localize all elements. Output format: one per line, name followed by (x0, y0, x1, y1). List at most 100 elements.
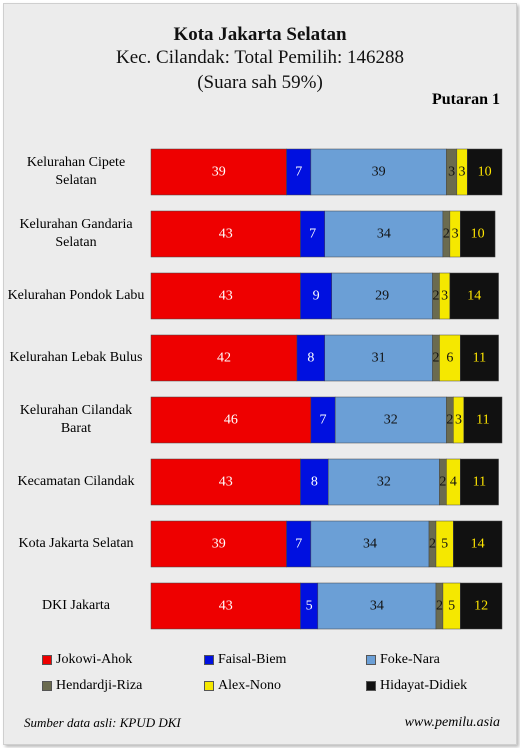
bar-segment (331, 272, 433, 320)
legend-swatch (366, 681, 376, 691)
value-label: 8 (311, 475, 318, 490)
bar-segment (317, 582, 437, 630)
category-label: Kelurahan Cipete Selatan (26, 155, 126, 188)
value-label: 4 (450, 475, 457, 490)
value-label: 43 (219, 227, 233, 242)
chart-title: Kota Jakarta Selatan (173, 24, 347, 45)
value-label: 43 (219, 599, 233, 614)
value-label: 6 (446, 351, 453, 366)
bar-segment (150, 458, 301, 506)
legend-swatch (204, 681, 214, 691)
value-label: 29 (375, 289, 389, 304)
category-label: Kecamatan Cilandak (17, 474, 135, 489)
value-label: 2 (439, 475, 446, 490)
value-label: 2 (446, 413, 453, 428)
category-label: Kelurahan Pondok Labu (7, 288, 145, 303)
category-label: Kelurahan Gandaria Selatan (19, 217, 133, 250)
legend-label: Foke-Nara (380, 652, 440, 667)
legend-swatch (204, 655, 214, 665)
bar-segment (150, 582, 301, 630)
legend-entry: Hendardji-Riza (42, 678, 142, 694)
value-label: 5 (441, 537, 448, 552)
bar-segment (310, 520, 430, 568)
legend-swatch (366, 655, 376, 665)
bar-segment (300, 272, 332, 320)
legend-entry: Foke-Nara (366, 652, 440, 668)
round-label: Putaran 1 (432, 91, 500, 108)
value-label: 43 (219, 475, 233, 490)
bar-segment (300, 210, 326, 258)
bar-segment (310, 396, 336, 444)
value-label: 10 (471, 227, 485, 242)
value-label: 3 (452, 227, 459, 242)
legend-label: Hendardji-Riza (56, 678, 143, 693)
value-label: 11 (473, 475, 486, 490)
legend-label: Hidayat-Didiek (380, 678, 468, 693)
value-label: 14 (471, 537, 485, 552)
value-label: 12 (474, 599, 488, 614)
legend-swatch (42, 655, 52, 665)
bar-segment (460, 210, 496, 258)
bar-segment (324, 334, 433, 382)
value-label: 31 (372, 351, 386, 366)
bar-segment (286, 148, 312, 196)
value-label: 32 (384, 413, 398, 428)
value-label: 11 (473, 351, 486, 366)
value-label: 10 (478, 165, 492, 180)
value-label: 34 (363, 537, 377, 552)
value-label: 7 (320, 413, 327, 428)
value-label: 7 (295, 537, 302, 552)
bar-segment (150, 520, 287, 568)
bar-segment (327, 458, 440, 506)
bar-segment (324, 210, 444, 258)
bar-segment (460, 582, 503, 630)
bar-segment (150, 396, 312, 444)
bar-segment (310, 148, 447, 196)
chart-subtitle: Kec. Cilandak: Total Pemilih: 146288 (115, 47, 405, 68)
value-label: 2 (443, 227, 450, 242)
value-label: 34 (370, 599, 384, 614)
legend-entry: Hidayat-Didiek (366, 678, 467, 694)
value-label: 9 (313, 289, 320, 304)
category-label: Kelurahan Cilandak Barat (19, 403, 133, 436)
bar-segment (150, 272, 301, 320)
category-label: Kota Jakarta Selatan (18, 536, 134, 551)
value-label: 39 (212, 537, 226, 552)
bar-segment (150, 148, 287, 196)
value-label: 2 (432, 351, 439, 366)
legend-label: Faisal-Biem (218, 652, 287, 667)
value-label: 39 (212, 165, 226, 180)
bar-segment (466, 148, 503, 196)
value-label: 3 (448, 165, 455, 180)
legend-swatch (42, 681, 52, 691)
bar-segment (150, 210, 301, 258)
bar-segment (449, 272, 499, 320)
source: Sumber data asli: KPUD DKI (24, 715, 181, 730)
bar-segment (460, 458, 499, 506)
value-label: 3 (455, 413, 462, 428)
legend-label: Alex-Nono (218, 678, 281, 693)
value-label: 32 (377, 475, 391, 490)
bar-segment (460, 334, 499, 382)
value-label: 2 (436, 599, 443, 614)
value-label: 7 (295, 165, 302, 180)
value-label: 39 (372, 165, 386, 180)
bar-segment (453, 520, 503, 568)
value-label: 42 (217, 351, 231, 366)
chart-note: (Suara sah 59%) (197, 72, 323, 93)
value-label: 3 (459, 165, 466, 180)
value-label: 14 (467, 289, 481, 304)
value-label: 2 (432, 289, 439, 304)
value-label: 3 (441, 289, 448, 304)
site: www.pemilu.asia (404, 715, 500, 730)
value-label: 11 (476, 413, 489, 428)
legend-entry: Faisal-Biem (204, 652, 286, 668)
value-label: 5 (306, 599, 313, 614)
value-label: 43 (219, 289, 233, 304)
category-label: DKI Jakarta (41, 598, 111, 613)
value-label: 8 (307, 351, 314, 366)
legend-entry: Jokowi-Ahok (42, 652, 132, 668)
value-label: 2 (429, 537, 436, 552)
